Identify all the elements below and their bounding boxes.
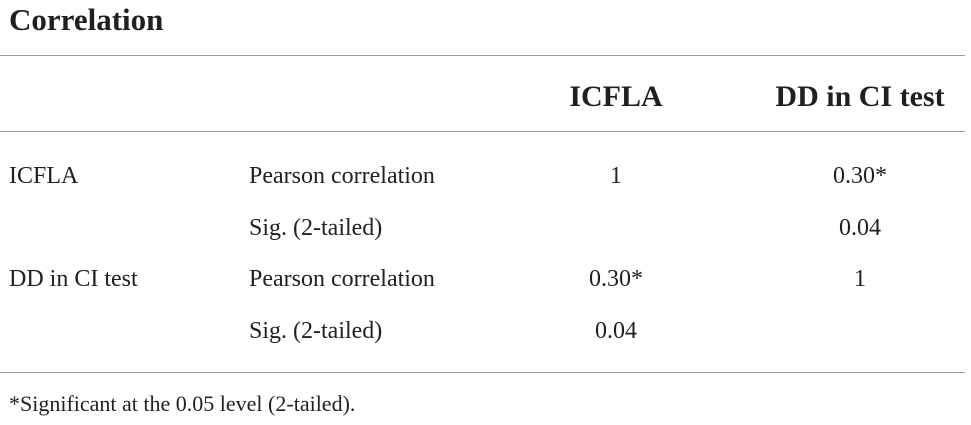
- table-cell: 0.30*: [833, 163, 887, 189]
- measure-label: Sig. (2-tailed): [249, 215, 383, 241]
- row-label-dd-in-ci-test: DD in CI test: [9, 266, 138, 292]
- header-rule: [0, 131, 965, 132]
- footnote: *Significant at the 0.05 level (2-tailed…: [9, 391, 356, 416]
- table-cell: 1: [854, 266, 866, 292]
- measure-label: Pearson correlation: [249, 266, 435, 292]
- table-cell: 0.04: [839, 215, 881, 241]
- table-cell: 0.30*: [589, 266, 643, 292]
- bottom-rule: [0, 372, 965, 373]
- table-title: Correlation: [9, 2, 164, 37]
- row-label-icfla: ICFLA: [9, 163, 79, 189]
- table-cell: 0.04: [595, 318, 637, 344]
- top-rule: [0, 55, 965, 56]
- measure-label: Pearson correlation: [249, 163, 435, 189]
- table-cell: 1: [610, 163, 622, 189]
- column-header-icfla: ICFLA: [569, 80, 663, 113]
- measure-label: Sig. (2-tailed): [249, 318, 383, 344]
- column-header-dd-in-ci-test: DD in CI test: [775, 80, 945, 113]
